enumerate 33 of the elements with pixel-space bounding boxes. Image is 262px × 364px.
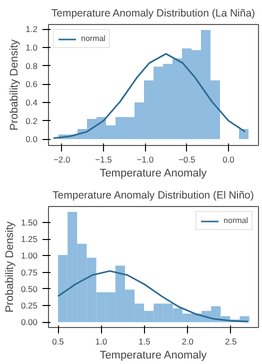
y-tick-label: 1.2 (26, 24, 38, 34)
x-tick-label: −1.0 (136, 154, 154, 164)
y-axis-title: Probability Density (4, 220, 16, 313)
y-tick-label: 0.75 (20, 267, 38, 278)
x-tick-label: −2.0 (53, 154, 70, 164)
y-tick-label: 0.50 (20, 284, 38, 294)
x-tick-label: −0.5 (178, 154, 196, 164)
y-tick-label: 0.00 (20, 317, 38, 328)
x-tick-label: 0.5 (52, 336, 64, 346)
x-tick-label: 0.0 (222, 154, 235, 164)
y-tick-label: 1.00 (20, 250, 38, 261)
line-series (57, 270, 249, 322)
y-tick-label: 1.50 (20, 217, 38, 228)
legend-label: normal (81, 34, 106, 43)
x-tick-label: 2.0 (182, 336, 194, 346)
x-tick-label: 2.5 (224, 336, 238, 346)
y-tick-label: 0.8 (26, 60, 38, 71)
y-tick-label: 0.0 (26, 134, 38, 144)
y-tick-label: 0.25 (20, 300, 38, 311)
y-tick-label: 1.0 (26, 42, 38, 52)
chart-title: Temperature Anomaly Distribution (La Niña) (51, 8, 256, 20)
y-axis-title: Probability Density (8, 38, 21, 131)
x-axis-title: Temperature Anomaly (100, 350, 208, 362)
y-tick-label: 1.25 (20, 234, 38, 244)
chart-title: Temperature Anomaly Distribution (El Niño) (52, 190, 254, 202)
x-tick-label: −1.5 (95, 154, 112, 164)
x-tick-label: 1.5 (138, 336, 151, 346)
legend-label: normal (224, 216, 248, 225)
x-tick-label: 1.0 (95, 336, 108, 346)
y-tick-label: 0.4 (26, 97, 38, 108)
x-axis-title: Temperature Anomaly (100, 168, 208, 180)
y-tick-label: 0.2 (26, 116, 38, 126)
y-tick-label: 0.6 (26, 79, 38, 90)
